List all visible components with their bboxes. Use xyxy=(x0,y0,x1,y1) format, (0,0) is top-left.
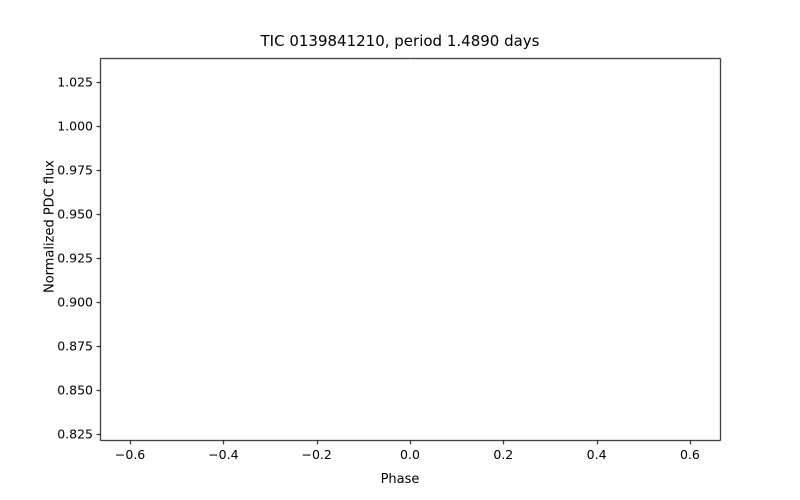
y-tick-label: 0.950 xyxy=(57,206,93,222)
x-tick-label: 0.0 xyxy=(400,447,420,462)
page-title: TIC 0139841210, period 1.4890 days xyxy=(260,32,540,50)
x-tick-label: 0.4 xyxy=(586,447,607,462)
x-tick-label: −0.4 xyxy=(208,447,239,462)
y-tick-label: 0.850 xyxy=(57,382,93,398)
y-tick-label: 1.025 xyxy=(57,74,93,90)
x-tick-label: −0.6 xyxy=(114,447,146,462)
x-tick-label: 0.6 xyxy=(679,447,700,462)
y-tick-label: 1.000 xyxy=(57,118,93,134)
x-axis-label: Phase xyxy=(380,472,420,487)
x-tick-label: 0.2 xyxy=(493,447,514,462)
y-tick-label: 0.875 xyxy=(57,338,93,354)
y-tick-label: 0.825 xyxy=(57,426,93,442)
y-tick-label: 0.900 xyxy=(57,294,93,310)
y-tick-label: 0.925 xyxy=(57,250,93,266)
y-tick-label: 0.975 xyxy=(57,162,93,178)
x-tick-label: −0.2 xyxy=(301,447,332,462)
